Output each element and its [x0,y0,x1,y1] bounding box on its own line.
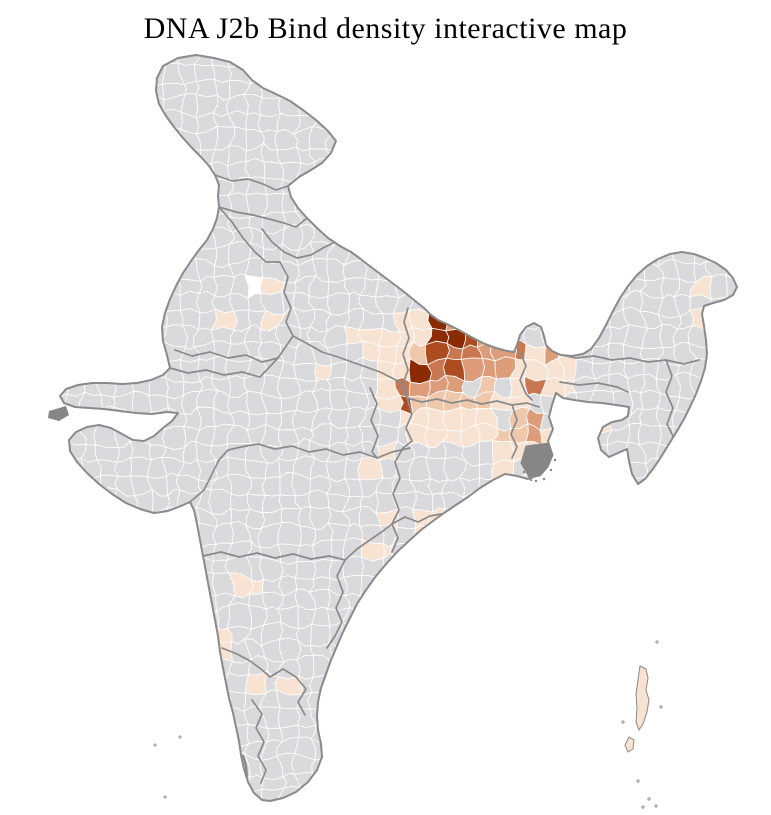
nicobar-islet[interactable] [641,805,645,809]
district-cell[interactable] [307,489,330,510]
sundarbans-estuary [520,442,557,483]
district-cell[interactable] [162,425,187,451]
estuary-islet [522,470,526,474]
district-cell[interactable] [277,522,302,547]
lakshadweep-islands[interactable] [153,735,182,799]
state-border [326,559,346,649]
state-border [665,359,675,439]
district-cell[interactable] [341,621,364,646]
nicobar-islet[interactable] [621,720,625,724]
andaman-islands[interactable] [621,640,663,809]
state-border [559,381,629,393]
lakshadweep-islet[interactable] [153,743,157,747]
district-cell[interactable] [376,360,396,381]
state-border [279,261,294,337]
state-border [510,404,518,459]
state-border [557,353,700,365]
state-border [292,335,408,399]
district-cell[interactable] [261,476,281,497]
estuary-islet [529,478,533,482]
district-cell[interactable] [195,78,219,98]
estuary-islet [549,468,553,472]
state-border [169,357,279,378]
nicobar-islet[interactable] [659,705,663,709]
district-cell[interactable] [656,457,678,478]
andaman-south-island[interactable] [624,736,635,753]
district-cell[interactable] [95,487,119,512]
district-cell[interactable] [659,425,675,447]
district-cell[interactable] [195,626,219,640]
district-cell[interactable] [672,426,697,445]
district-cell[interactable] [509,309,530,328]
state-border [221,647,307,716]
nicobar-islet[interactable] [636,779,640,783]
district-cell[interactable] [310,623,331,648]
district-cell[interactable] [226,602,253,630]
state-border [218,206,308,228]
page-title: DNA J2b Bind density interactive map [143,12,628,45]
nicobar-islet[interactable] [647,797,651,801]
district-cell[interactable] [709,274,728,300]
state-border [391,397,413,553]
state-border [391,513,442,525]
nicobar-islet[interactable] [654,804,658,808]
district-cell[interactable] [294,194,311,214]
state-border [261,228,334,259]
state-border [240,443,411,459]
district-cell[interactable] [193,63,216,82]
district-cell[interactable] [177,246,198,262]
district-cell[interactable] [164,309,184,328]
state-border [202,551,346,561]
district-cell[interactable] [258,97,281,118]
district-cell[interactable] [640,389,661,411]
state-border [369,387,379,459]
district-cell[interactable] [263,161,285,180]
district-cell[interactable] [129,358,151,382]
state-border [214,174,289,191]
state-border [344,523,393,561]
district-cell[interactable] [424,293,445,314]
district-cell[interactable] [60,457,85,480]
kutch-marsh [48,406,69,421]
nicobar-islet[interactable] [655,640,659,644]
state-border [519,351,533,401]
estuary-islet [542,477,546,481]
state-border [406,397,540,408]
estuary-islet [534,479,538,483]
state-border [401,307,410,399]
india-outline [59,54,738,802]
district-cell[interactable] [175,541,204,558]
district-cell[interactable] [327,292,350,316]
district-cell[interactable] [590,296,613,316]
district-cell[interactable] [308,210,330,229]
district-cell[interactable] [295,560,317,580]
district-cell[interactable] [211,45,231,68]
lakshadweep-islet[interactable] [163,795,167,799]
district-cell[interactable] [377,258,398,282]
andaman-main-island[interactable] [635,665,650,732]
state-border [218,206,281,263]
kerala-backwaters [241,754,249,778]
district-cell[interactable] [625,474,646,494]
district-cell[interactable] [481,357,497,380]
state-border [189,446,242,503]
state-border [251,699,267,784]
district-cell[interactable] [65,407,81,432]
district-cell[interactable] [191,162,215,180]
lakshadweep-islet[interactable] [178,735,182,739]
estuary-islet [553,458,557,462]
state-border [174,335,294,363]
sundarbans-shape [520,442,554,478]
district-cell[interactable] [478,440,494,466]
district-cell[interactable] [525,309,548,331]
